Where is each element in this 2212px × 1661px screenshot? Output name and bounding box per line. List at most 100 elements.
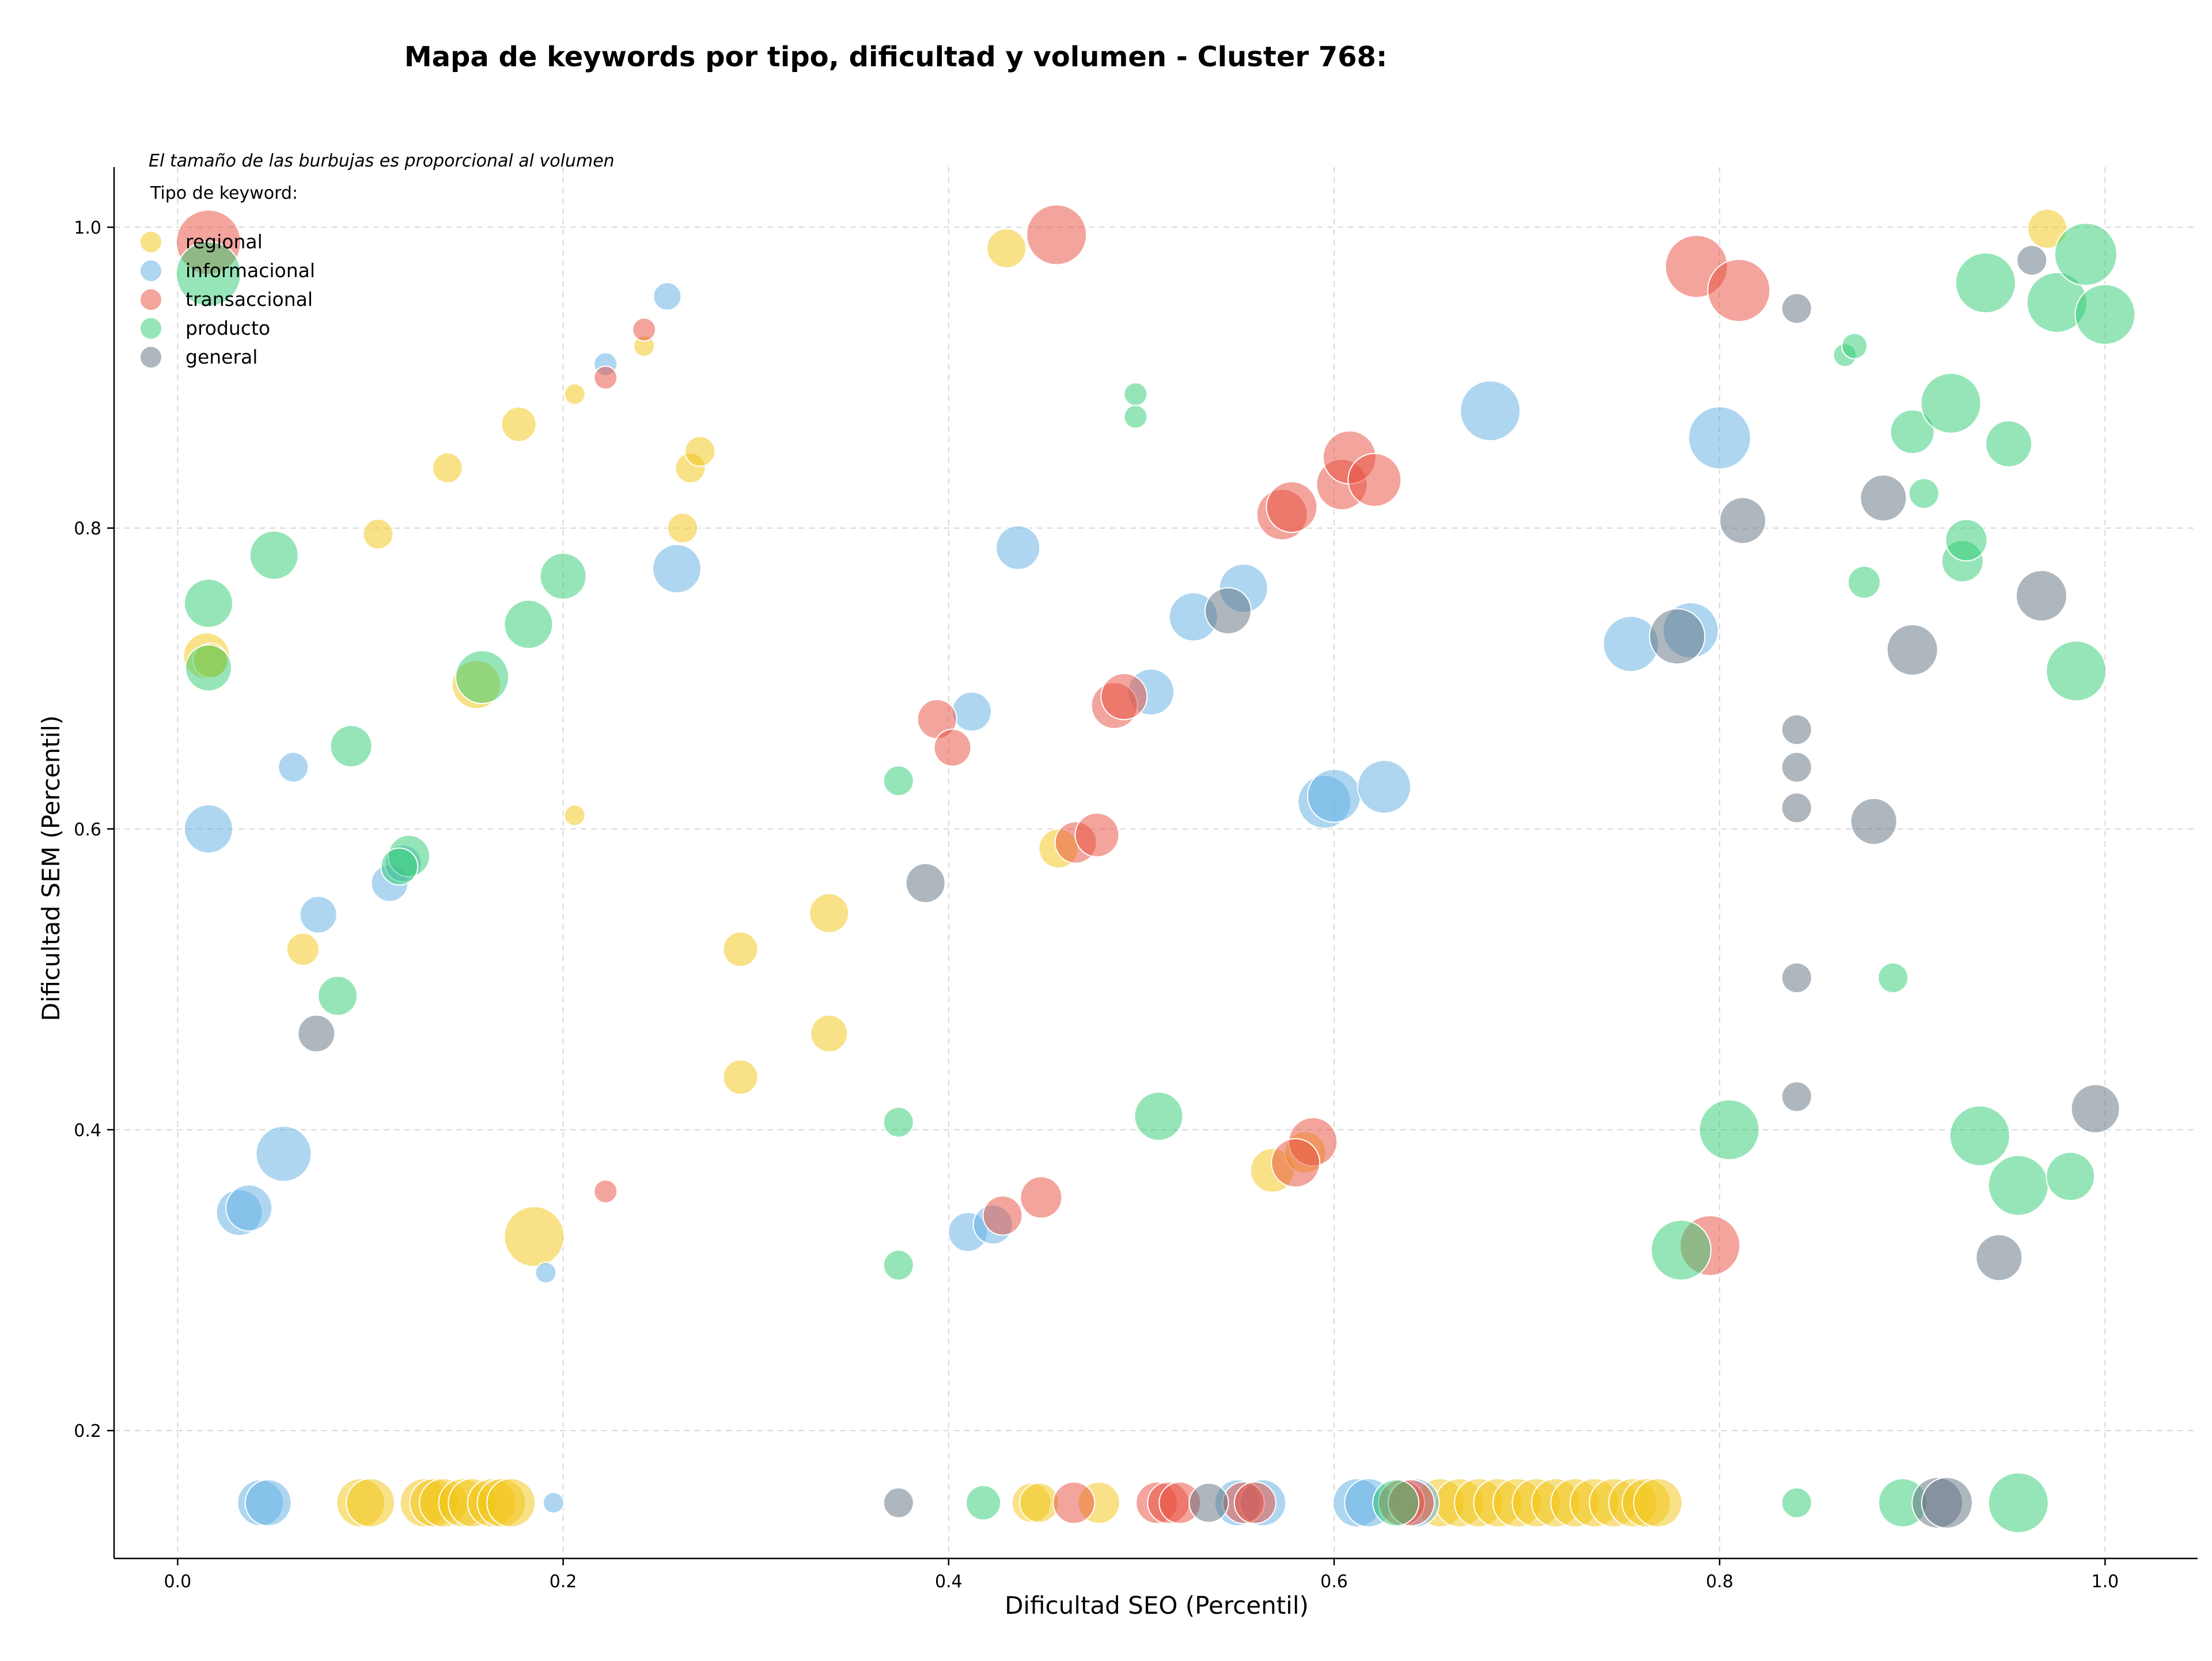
bubble-transaccional xyxy=(1347,453,1402,508)
bubble-producto xyxy=(1877,962,1909,994)
bubble-regional xyxy=(667,512,699,544)
bubble-general xyxy=(2016,244,2048,276)
legend-title: Tipo de keyword: xyxy=(150,183,298,203)
x-axis-label: Dificultad SEO (Percentil) xyxy=(1005,1591,1309,1620)
bubble-producto xyxy=(1908,478,1940,509)
bubble-transaccional xyxy=(1271,1138,1321,1188)
bubble-transaccional xyxy=(1026,204,1088,266)
bubble-regional xyxy=(563,804,586,827)
ticks: 0.0 0.2 0.4 0.6 0.8 1.0 0.2 0.4 0.6 0.8 1.0 xyxy=(74,218,2119,1592)
series-general xyxy=(297,244,2120,1529)
bubble-producto xyxy=(1847,565,1881,599)
bubble-regional xyxy=(684,436,716,467)
bubble-regional xyxy=(1633,1478,1683,1528)
bubble-producto xyxy=(184,644,232,692)
bubble-informacional xyxy=(299,895,338,934)
bubble-producto xyxy=(2046,640,2107,702)
bubble-producto xyxy=(882,765,914,797)
bubbles xyxy=(175,204,2136,1534)
bubble-informacional xyxy=(225,1184,273,1232)
legend-label: transaccional xyxy=(185,288,313,311)
bubble-informacional xyxy=(542,1492,565,1514)
bubble-producto xyxy=(175,241,241,307)
x-tick-label: 0.0 xyxy=(164,1572,192,1592)
bubble-regional xyxy=(2027,209,2068,249)
legend-item-regional: regional xyxy=(139,230,263,253)
legend-item-informacional: informacional xyxy=(139,259,315,282)
legend-item-producto: producto xyxy=(139,317,270,340)
series-regional xyxy=(183,209,2068,1528)
bubble-informacional xyxy=(1688,406,1752,470)
bubble-transaccional xyxy=(593,1179,618,1204)
y-tick-label: 1.0 xyxy=(74,218,101,238)
bubble-general xyxy=(1859,474,1907,522)
bubble-producto xyxy=(329,725,373,768)
bubble-informacional xyxy=(278,751,309,783)
legend-label: regional xyxy=(185,230,263,253)
y-tick-label: 0.8 xyxy=(74,519,101,539)
legend-marker xyxy=(139,317,162,340)
bubble-informacional xyxy=(1307,769,1362,823)
bubble-producto xyxy=(1920,372,1982,434)
y-tick-label: 0.6 xyxy=(74,820,101,840)
bubble-informacional xyxy=(183,804,233,854)
x-tick-label: 0.6 xyxy=(1320,1572,1348,1592)
bubble-producto xyxy=(1372,1479,1420,1527)
bubble-transaccional xyxy=(1266,481,1318,534)
bubble-producto xyxy=(1123,404,1148,429)
bubble-producto xyxy=(2054,222,2118,286)
bubble-general xyxy=(1188,1482,1229,1523)
bubble-general xyxy=(1781,293,1813,324)
bubble-regional xyxy=(563,383,586,406)
chart-title: Mapa de keywords por tipo, dificultad y … xyxy=(404,41,1387,73)
legend-label: producto xyxy=(185,317,270,339)
bubble-transaccional xyxy=(1052,1481,1096,1524)
series-producto xyxy=(175,222,2136,1534)
bubble-transaccional xyxy=(982,1195,1023,1236)
bubble-general xyxy=(1850,797,1897,845)
bubble-general xyxy=(1975,1234,2023,1281)
x-tick-label: 0.2 xyxy=(550,1572,577,1592)
x-tick-label: 0.8 xyxy=(1706,1572,1733,1592)
y-tick-label: 0.4 xyxy=(74,1121,101,1141)
bubble-regional xyxy=(346,1478,396,1528)
x-tick-label: 1.0 xyxy=(2092,1572,2119,1592)
bubble-general xyxy=(1886,624,1938,676)
legend: Tipo de keyword: regional informacional tr… xyxy=(139,183,315,369)
bubble-producto xyxy=(539,553,587,600)
bubble-general xyxy=(882,1487,914,1519)
bubble-informacional xyxy=(653,282,682,311)
bubble-producto xyxy=(317,975,358,1016)
bubble-regional xyxy=(286,932,320,966)
bubble-producto xyxy=(1945,519,1988,562)
bubble-producto xyxy=(965,1485,1002,1521)
bubble-regional xyxy=(362,519,394,550)
bubble-producto xyxy=(183,578,233,629)
legend-label: informacional xyxy=(185,259,315,282)
bubble-general xyxy=(297,1014,336,1053)
bubble-regional xyxy=(810,1014,849,1053)
bubble-regional xyxy=(431,452,463,484)
bubble-producto xyxy=(1987,1472,2049,1534)
legend-item-transaccional: transaccional xyxy=(139,288,313,311)
bubble-size-note: El tamaño de las burbujas es proporciona… xyxy=(149,151,615,171)
bubble-regional xyxy=(722,931,759,967)
bubble-producto xyxy=(455,650,510,705)
bubble-transaccional xyxy=(1020,1176,1063,1219)
axes xyxy=(113,167,2198,1560)
bubble-informacional xyxy=(244,1479,292,1527)
bubble-general xyxy=(2015,570,2067,622)
bubble-general xyxy=(1204,587,1252,635)
bubble-producto xyxy=(249,530,299,580)
bubble-informacional xyxy=(1357,759,1411,814)
bubble-transaccional xyxy=(593,365,618,390)
bubble-producto xyxy=(503,599,554,649)
y-tick-label: 0.2 xyxy=(74,1421,101,1441)
bubble-regional xyxy=(809,892,850,933)
bubble-regional xyxy=(986,228,1027,268)
legend-item-general: general xyxy=(139,346,257,369)
bubble-general xyxy=(1781,792,1813,824)
bubble-transaccional xyxy=(1233,1481,1277,1524)
legend-marker xyxy=(139,259,162,282)
bubble-informacional xyxy=(535,1261,557,1284)
